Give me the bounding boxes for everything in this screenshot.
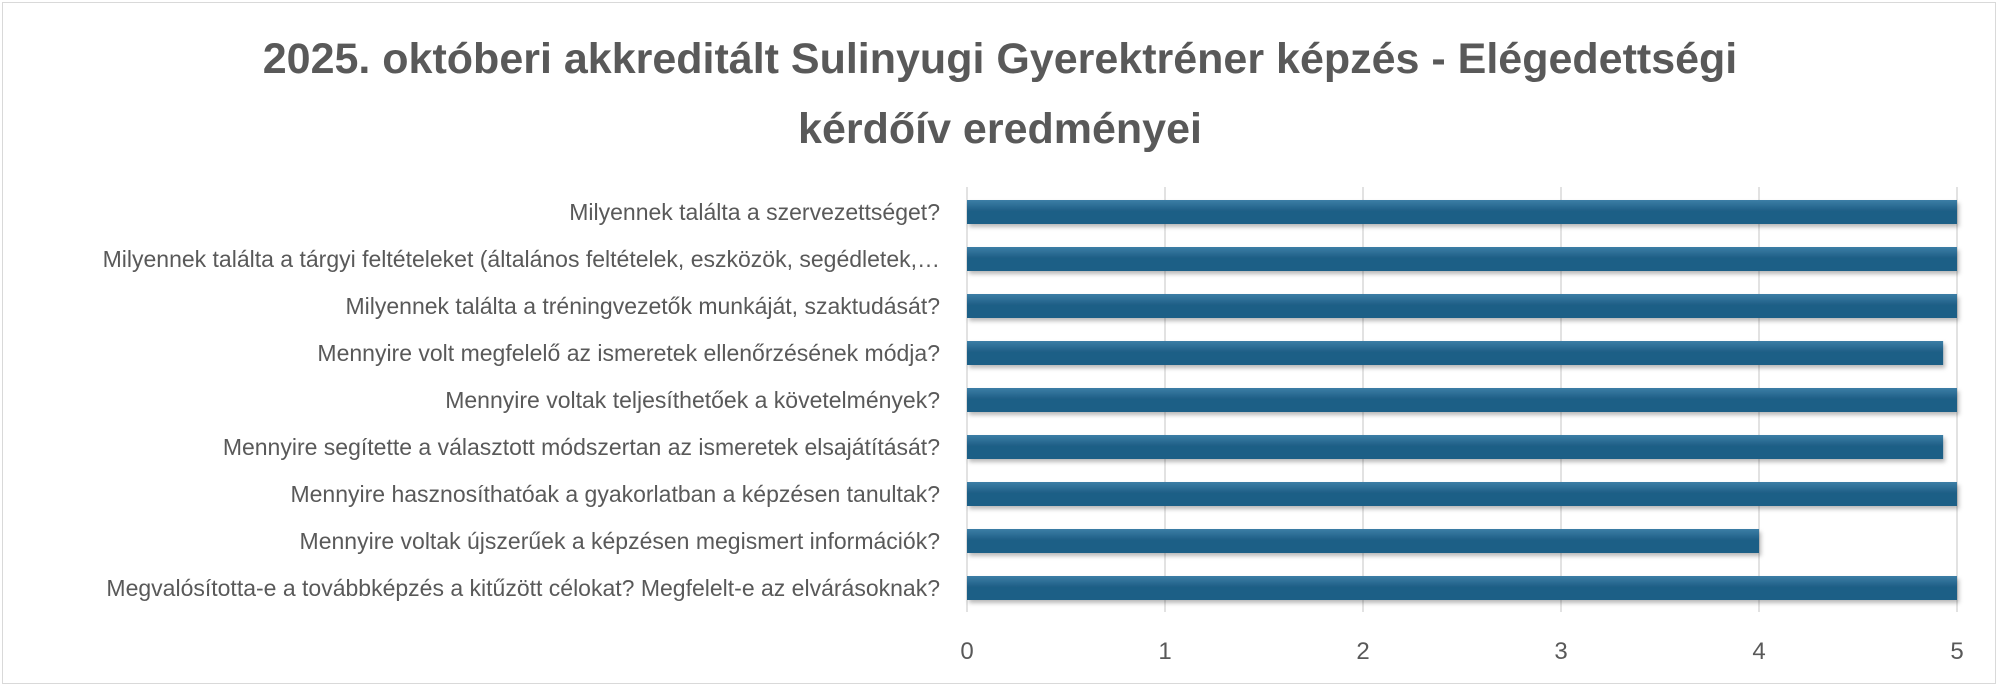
category-labels: Milyennek találta a szervezettséget? Mily… (103, 199, 940, 601)
bar (967, 247, 1957, 271)
category-label: Mennyire hasznosíthatóak a gyakorlatban … (290, 481, 940, 507)
bar (967, 200, 1957, 224)
chart-title: 2025. októberi akkreditált Sulinyugi Gye… (0, 24, 2000, 164)
bar (967, 482, 1957, 506)
category-label: Megvalósította-e a továbbképzés a kitűzö… (106, 575, 940, 601)
bar (967, 576, 1957, 600)
bar (967, 529, 1759, 553)
bar (967, 388, 1957, 412)
bar (967, 294, 1957, 318)
chart-title-line-2: kérdőív eredményei (798, 105, 1202, 153)
x-tick-label: 2 (1356, 638, 1369, 665)
category-label: Mennyire segítette a választott módszert… (223, 434, 940, 460)
x-tick-label: 3 (1554, 638, 1567, 665)
x-tick-label: 0 (960, 638, 973, 665)
bars (967, 200, 1957, 600)
category-label: Mennyire voltak újszerűek a képzésen meg… (300, 528, 940, 554)
chart-title-line-1: 2025. októberi akkreditált Sulinyugi Gye… (262, 35, 1738, 83)
category-label: Mennyire voltak teljesíthetőek a követel… (445, 387, 940, 413)
category-label: Milyennek találta a tréningvezetők munká… (346, 293, 941, 319)
x-axis-ticks: 0 1 2 3 4 5 (960, 638, 1963, 665)
x-tick-label: 5 (1950, 638, 1963, 665)
bar (967, 435, 1944, 459)
x-tick-label: 1 (1158, 638, 1171, 665)
category-label: Mennyire volt megfelelő az ismeretek ell… (317, 340, 940, 366)
bar (967, 341, 1944, 365)
category-label: Milyennek találta a tárgyi feltételeket … (103, 246, 940, 272)
category-label: Milyennek találta a szervezettséget? (569, 199, 940, 225)
x-tick-label: 4 (1752, 638, 1765, 665)
